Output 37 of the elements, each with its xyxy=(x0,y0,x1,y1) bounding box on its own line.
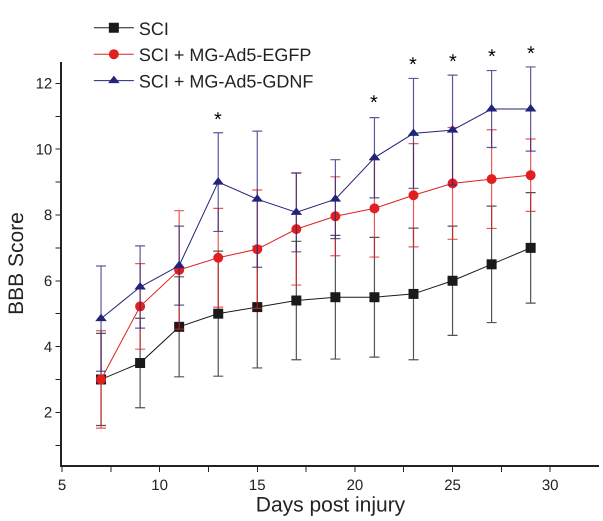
point xyxy=(408,190,418,200)
x-tick-label: 5 xyxy=(58,476,66,494)
annotation: * xyxy=(449,51,457,73)
annotation: * xyxy=(214,109,222,131)
point xyxy=(369,292,380,302)
y-tick-label: 6 xyxy=(44,273,52,290)
x-tick-label: 20 xyxy=(346,476,364,494)
point xyxy=(448,276,458,286)
x-tick-label: 25 xyxy=(444,476,461,494)
y-tick-label: 4 xyxy=(44,338,52,356)
annotation: * xyxy=(488,46,496,68)
x-tick-label: 30 xyxy=(542,476,559,494)
legend-label: SCI + MG-Ad5-EGFP xyxy=(138,45,312,66)
x-tick-label: 10 xyxy=(151,476,168,494)
point xyxy=(330,292,340,302)
y-tick-label: 12 xyxy=(36,76,52,93)
point xyxy=(213,308,224,319)
annotation: * xyxy=(370,92,378,114)
point xyxy=(408,288,418,299)
point xyxy=(369,203,380,214)
point xyxy=(486,259,497,270)
point xyxy=(526,242,536,253)
point xyxy=(291,296,302,306)
point xyxy=(135,358,146,368)
point xyxy=(486,174,497,184)
legend-label: SCI xyxy=(138,18,169,39)
annotation: * xyxy=(527,43,535,65)
x-tick-label: 15 xyxy=(248,476,266,494)
y-tick-label: 10 xyxy=(36,141,52,158)
annotation: * xyxy=(409,54,417,76)
y-tick-label: 2 xyxy=(44,404,52,422)
point xyxy=(526,170,536,180)
y-tick-label: 8 xyxy=(44,207,52,224)
legend-label: SCI + MG-Ad5-GDNF xyxy=(138,72,314,92)
y-axis-title: BBB Score xyxy=(5,212,28,315)
x-axis-title: Days post injury xyxy=(256,494,406,517)
point xyxy=(213,252,224,263)
